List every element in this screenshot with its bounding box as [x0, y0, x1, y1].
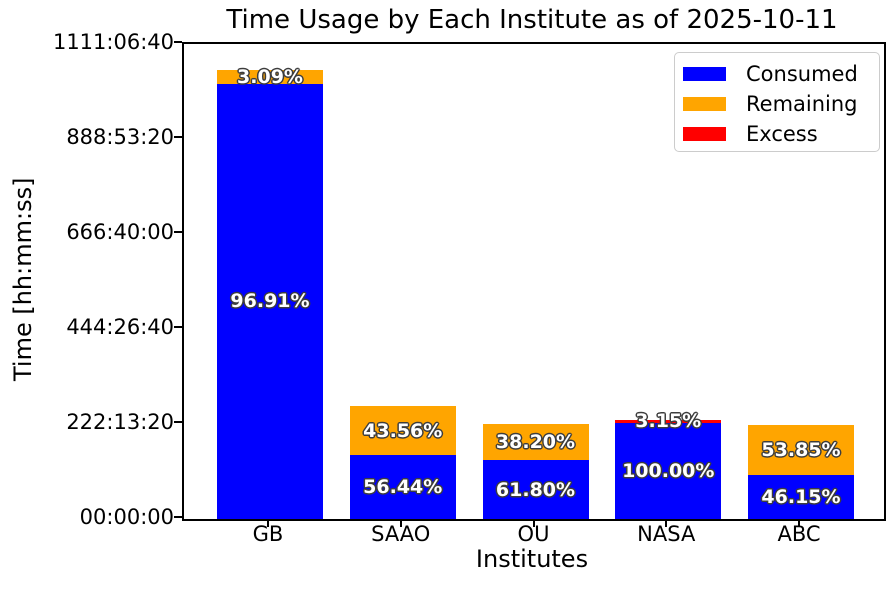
x-tick-label-ou: OU [517, 522, 550, 546]
y-tick-label: 444:26:40 [66, 315, 174, 339]
x-tick-mark [399, 519, 402, 527]
legend-item-consumed: Consumed [683, 59, 879, 89]
bar-label-remaining-saao: 43.56% [363, 419, 443, 442]
y-tick-mark [174, 516, 182, 518]
bar-segment-consumed-nasa [615, 422, 722, 519]
x-tick-label-saao: SAAO [371, 522, 431, 546]
y-tick-mark [174, 41, 182, 43]
legend: Consumed Remaining Excess [674, 52, 880, 152]
bar-segment-remaining-gb [217, 70, 323, 84]
bar-label-consumed-saao: 56.44% [363, 476, 443, 499]
x-tick-label-abc: ABC [777, 522, 821, 546]
bar-segment-consumed-ou [482, 460, 589, 519]
legend-label-consumed: Consumed [746, 62, 858, 86]
legend-swatch-consumed-icon [683, 67, 726, 81]
legend-item-excess: Excess [683, 119, 879, 149]
x-tick-mark [532, 519, 535, 527]
bar-label-consumed-abc: 46.15% [761, 486, 841, 509]
legend-swatch-remaining-icon [683, 97, 726, 111]
plot-area: 96.91% 3.09% 56.44% 43.56% 61.80% 38.20% 100.0… [182, 42, 886, 521]
chart-title: Time Usage by Each Institute as of 2025-… [226, 5, 838, 35]
bar-label-consumed-ou: 61.80% [495, 478, 576, 501]
y-tick-label: 222:13:20 [66, 410, 174, 434]
y-tick-mark [174, 421, 182, 423]
legend-label-excess: Excess [746, 122, 818, 146]
x-axis-label: Institutes [475, 545, 589, 573]
y-tick-mark [174, 326, 182, 328]
bar-segment-remaining-saao [349, 406, 456, 456]
x-tick-mark [798, 519, 800, 527]
bar-segment-excess-nasa [615, 419, 722, 423]
x-tick-mark [267, 519, 269, 527]
bar-label-consumed-gb: 96.91% [230, 290, 310, 313]
bar-label-remaining-ou: 38.20% [495, 431, 576, 454]
legend-item-remaining: Remaining [683, 89, 879, 119]
y-tick-label: 666:40:00 [66, 219, 174, 244]
y-axis-label: Time [hh:mm:ss] [9, 177, 37, 382]
bar-segment-remaining-ou [482, 424, 589, 461]
y-tick-mark [174, 135, 182, 138]
bar-label-excess-nasa: 3.15% [635, 410, 702, 433]
bar-segment-consumed-saao [349, 455, 456, 519]
x-tick-label-gb: GB [252, 522, 284, 546]
legend-label-remaining: Remaining [746, 92, 858, 116]
bar-label-consumed-nasa: 100.00% [622, 459, 715, 482]
bar-label-remaining-abc: 53.85% [761, 438, 841, 461]
y-tick-label: 00:00:00 [79, 505, 174, 529]
y-tick-label: 888:53:20 [66, 124, 174, 149]
bar-segment-consumed-abc [748, 475, 854, 519]
bar-label-remaining-gb: 3.09% [237, 66, 303, 89]
x-tick-mark [665, 519, 668, 527]
bar-segment-remaining-abc [748, 424, 854, 476]
legend-swatch-excess-icon [683, 127, 726, 141]
y-tick-mark [174, 230, 182, 233]
y-tick-label: 1111:06:40 [52, 30, 174, 54]
bar-segment-consumed-gb [217, 83, 323, 519]
x-tick-label-nasa: NASA [637, 522, 696, 546]
